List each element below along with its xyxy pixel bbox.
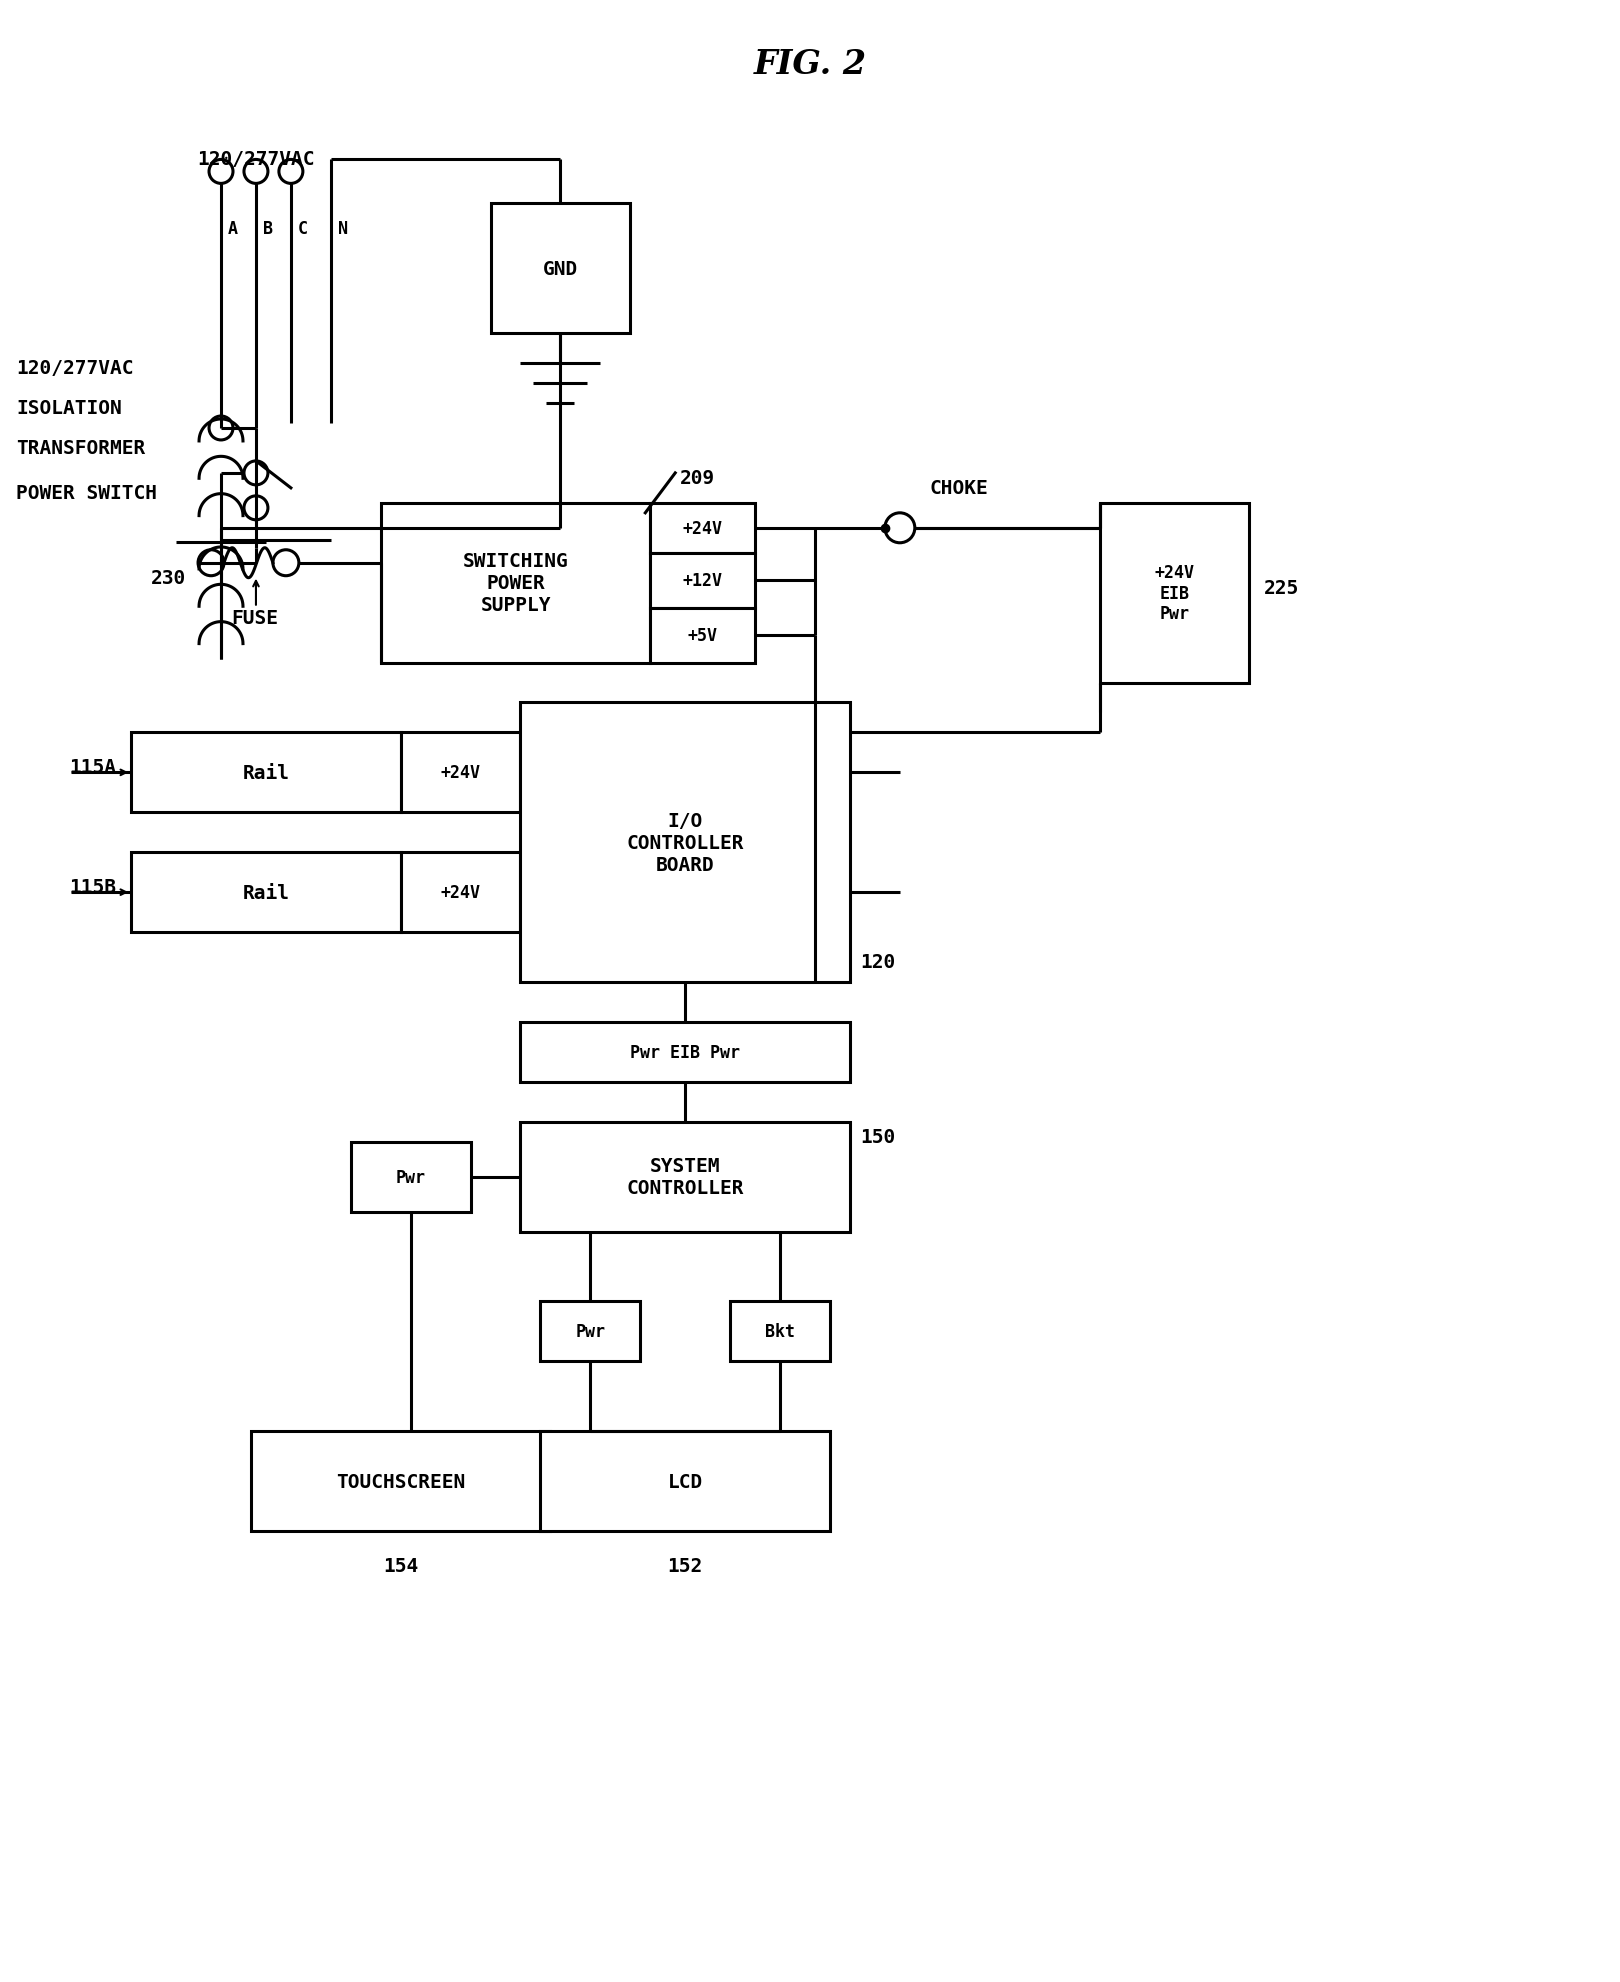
Text: Pwr: Pwr xyxy=(575,1322,606,1340)
FancyBboxPatch shape xyxy=(352,1142,470,1213)
Text: SYSTEM
CONTROLLER: SYSTEM CONTROLLER xyxy=(627,1157,744,1197)
Text: B: B xyxy=(262,220,272,238)
Text: 152: 152 xyxy=(667,1556,703,1576)
Text: 115B: 115B xyxy=(70,878,117,896)
Text: N: N xyxy=(339,220,348,238)
Text: C: C xyxy=(298,220,308,238)
FancyBboxPatch shape xyxy=(1100,503,1249,684)
Text: LCD: LCD xyxy=(667,1473,703,1490)
Text: 225: 225 xyxy=(1264,579,1299,597)
Text: TOUCHSCREEN: TOUCHSCREEN xyxy=(335,1473,465,1490)
FancyBboxPatch shape xyxy=(520,1023,850,1082)
FancyBboxPatch shape xyxy=(491,204,630,333)
FancyBboxPatch shape xyxy=(650,553,755,608)
FancyBboxPatch shape xyxy=(131,733,400,813)
Text: 120/277VAC: 120/277VAC xyxy=(198,151,314,168)
Text: Pwr: Pwr xyxy=(395,1167,426,1185)
Text: +5V: +5V xyxy=(687,626,718,644)
FancyBboxPatch shape xyxy=(251,1431,551,1532)
FancyBboxPatch shape xyxy=(400,852,520,934)
Text: +12V: +12V xyxy=(682,573,723,591)
Text: Rail: Rail xyxy=(243,884,290,902)
Text: 120: 120 xyxy=(860,953,896,971)
Text: +24V: +24V xyxy=(441,884,481,902)
Text: GND: GND xyxy=(543,260,578,279)
Text: 115A: 115A xyxy=(70,757,117,777)
Text: Pwr EIB Pwr: Pwr EIB Pwr xyxy=(630,1043,740,1060)
FancyBboxPatch shape xyxy=(650,503,755,553)
Text: TRANSFORMER: TRANSFORMER xyxy=(16,438,146,458)
Text: FUSE: FUSE xyxy=(232,608,279,628)
FancyBboxPatch shape xyxy=(400,733,520,813)
FancyBboxPatch shape xyxy=(520,704,850,983)
Text: POWER SWITCH: POWER SWITCH xyxy=(16,484,157,503)
Text: 154: 154 xyxy=(382,1556,418,1576)
Text: 120/277VAC: 120/277VAC xyxy=(16,359,134,379)
Text: FIG. 2: FIG. 2 xyxy=(753,48,867,81)
Text: Rail: Rail xyxy=(243,763,290,783)
FancyBboxPatch shape xyxy=(541,1302,640,1362)
Text: +24V
EIB
Pwr: +24V EIB Pwr xyxy=(1155,563,1194,622)
Text: +24V: +24V xyxy=(441,763,481,783)
Text: A: A xyxy=(228,220,238,238)
FancyBboxPatch shape xyxy=(650,608,755,664)
FancyBboxPatch shape xyxy=(541,1431,829,1532)
FancyBboxPatch shape xyxy=(520,1122,850,1233)
Text: CHOKE: CHOKE xyxy=(930,478,988,497)
Text: 230: 230 xyxy=(151,569,186,587)
FancyBboxPatch shape xyxy=(381,503,650,664)
FancyBboxPatch shape xyxy=(731,1302,829,1362)
Text: I/O
CONTROLLER
BOARD: I/O CONTROLLER BOARD xyxy=(627,811,744,874)
Text: Bkt: Bkt xyxy=(765,1322,795,1340)
Text: 150: 150 xyxy=(860,1128,896,1146)
Text: SWITCHING
POWER
SUPPLY: SWITCHING POWER SUPPLY xyxy=(463,551,569,614)
Text: ISOLATION: ISOLATION xyxy=(16,398,122,418)
Text: 209: 209 xyxy=(680,468,716,488)
Text: +24V: +24V xyxy=(682,519,723,537)
FancyBboxPatch shape xyxy=(131,852,400,934)
